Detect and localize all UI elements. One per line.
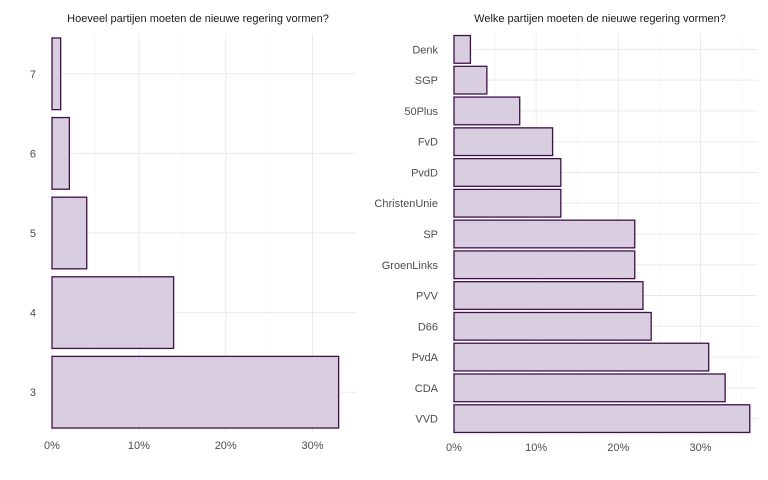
right-category-label: GroenLinks — [382, 260, 439, 272]
right-category-label: PVV — [416, 291, 439, 303]
left-x-tick-label: 30% — [302, 440, 324, 452]
right-bar — [453, 404, 751, 434]
left-bar — [51, 116, 71, 190]
right-category-label: CDA — [415, 383, 439, 395]
left-bar — [51, 276, 175, 350]
right-bar — [453, 127, 554, 157]
left-category-label: 3 — [30, 387, 36, 399]
right-panel: Welke partijen moeten de nieuwe regering… — [374, 13, 758, 454]
right-bar — [453, 342, 710, 372]
right-bar — [453, 281, 644, 311]
right-bar — [453, 188, 562, 218]
right-category-label: Denk — [412, 44, 438, 56]
right-bar — [453, 250, 636, 280]
right-bar — [453, 157, 562, 187]
right-category-label: PvdA — [412, 352, 439, 364]
right-x-tick-label: 0% — [446, 442, 462, 454]
left-panel: Hoeveel partijen moeten de nieuwe regeri… — [30, 13, 356, 452]
left-category-label: 5 — [30, 228, 36, 240]
right-bar — [453, 65, 488, 95]
right-category-label: 50Plus — [404, 106, 438, 118]
right-category-label: D66 — [418, 321, 438, 333]
left-chart-title: Hoeveel partijen moeten de nieuwe regeri… — [67, 13, 329, 25]
right-category-label: PvdD — [411, 167, 438, 179]
right-chart-title: Welke partijen moeten de nieuwe regering… — [474, 13, 726, 25]
right-x-tick-label: 10% — [525, 442, 547, 454]
right-x-tick-label: 20% — [607, 442, 629, 454]
right-bar — [453, 34, 472, 64]
right-category-label: SP — [423, 229, 438, 241]
right-bar — [453, 96, 521, 126]
right-bar — [453, 219, 636, 249]
right-category-label: ChristenUnie — [374, 198, 438, 210]
right-bar — [453, 373, 726, 403]
left-bar — [51, 355, 340, 429]
left-category-label: 7 — [30, 69, 36, 81]
left-category-label: 4 — [30, 308, 36, 320]
left-x-tick-label: 10% — [128, 440, 150, 452]
left-x-tick-label: 20% — [215, 440, 237, 452]
right-bar — [453, 311, 652, 341]
left-bar — [51, 37, 62, 111]
right-category-label: FvD — [418, 137, 438, 149]
left-category-label: 6 — [30, 148, 36, 160]
left-bar — [51, 196, 88, 270]
right-x-tick-label: 30% — [689, 442, 711, 454]
left-x-tick-label: 0% — [44, 440, 60, 452]
right-category-label: VVD — [415, 414, 438, 426]
right-category-label: SGP — [415, 75, 438, 87]
